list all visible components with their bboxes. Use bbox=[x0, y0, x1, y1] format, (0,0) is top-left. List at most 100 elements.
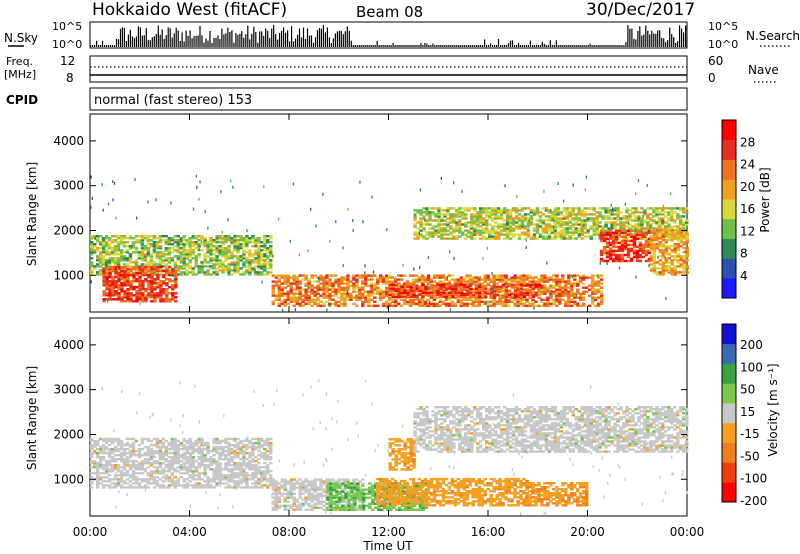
data-cell bbox=[140, 239, 145, 242]
data-cell bbox=[96, 476, 100, 479]
data-cell bbox=[567, 298, 571, 301]
data-cell bbox=[463, 287, 467, 290]
data-cell bbox=[176, 235, 180, 238]
data-cell bbox=[391, 287, 395, 290]
data-cell bbox=[161, 235, 165, 238]
data-cell bbox=[452, 219, 456, 222]
data-cell bbox=[245, 271, 249, 274]
data-cell bbox=[661, 207, 665, 210]
data-cell bbox=[99, 472, 103, 475]
data-cell bbox=[676, 245, 680, 248]
data-cell bbox=[113, 447, 118, 451]
data-cell bbox=[292, 294, 296, 297]
data-cell bbox=[414, 274, 419, 277]
data-cell bbox=[461, 217, 465, 220]
data-cell bbox=[433, 289, 437, 292]
velocity-cells bbox=[90, 379, 689, 516]
data-cell bbox=[473, 207, 477, 210]
data-cell bbox=[485, 225, 489, 228]
data-cell bbox=[613, 221, 617, 224]
data-cell bbox=[90, 263, 94, 266]
data-cell bbox=[470, 231, 474, 234]
data-cell bbox=[137, 456, 142, 459]
data-cell bbox=[622, 227, 626, 230]
data-cell bbox=[622, 215, 626, 218]
data-cell bbox=[158, 451, 163, 455]
data-cell bbox=[334, 304, 338, 307]
data-cell bbox=[685, 265, 689, 268]
data-cell bbox=[164, 458, 168, 461]
nsky-bar bbox=[100, 45, 102, 47]
data-cell bbox=[535, 219, 540, 222]
data-cell bbox=[540, 280, 544, 283]
data-cell bbox=[640, 217, 644, 220]
data-cell bbox=[129, 300, 133, 303]
data-cell bbox=[649, 259, 654, 262]
data-cell bbox=[646, 227, 650, 230]
data-cell bbox=[446, 221, 450, 224]
data-cell bbox=[120, 286, 124, 289]
data-cell bbox=[652, 221, 656, 224]
data-cell bbox=[597, 282, 601, 285]
data-cell bbox=[528, 274, 532, 277]
data-cell bbox=[476, 223, 480, 226]
data-cell bbox=[236, 243, 240, 246]
data-cell bbox=[592, 223, 596, 226]
data-cell bbox=[114, 275, 118, 279]
data-cell bbox=[242, 255, 246, 258]
data-cell bbox=[658, 263, 662, 266]
data-cell bbox=[215, 271, 219, 274]
nsky-bar bbox=[354, 45, 356, 47]
data-cell bbox=[152, 247, 157, 250]
data-cell bbox=[158, 235, 163, 238]
data-cell bbox=[266, 273, 270, 276]
data-cell bbox=[483, 274, 487, 277]
data-cell bbox=[682, 247, 686, 250]
data-cell bbox=[631, 219, 635, 222]
data-cell bbox=[143, 478, 148, 481]
data-cell bbox=[286, 292, 290, 295]
data-cell bbox=[409, 291, 413, 294]
data-cell bbox=[676, 213, 680, 216]
data-cell bbox=[224, 269, 228, 272]
nsky-bar bbox=[683, 32, 685, 47]
data-cell bbox=[408, 302, 413, 305]
data-cell bbox=[149, 443, 154, 447]
data-cell bbox=[631, 227, 635, 230]
data-cell bbox=[454, 289, 458, 292]
data-cell bbox=[125, 245, 130, 248]
data-cell bbox=[655, 245, 660, 248]
data-cell bbox=[498, 302, 502, 305]
nsky-bar bbox=[499, 45, 502, 47]
data-cell bbox=[498, 298, 502, 301]
nsky-bar bbox=[255, 32, 257, 47]
data-cell bbox=[620, 239, 625, 243]
data-cell bbox=[549, 302, 553, 305]
data-cell bbox=[409, 283, 413, 286]
data-cell bbox=[119, 456, 124, 459]
data-cell bbox=[337, 282, 341, 285]
data-cell bbox=[101, 437, 106, 441]
data-cell bbox=[417, 300, 422, 303]
data-cell bbox=[664, 211, 668, 214]
data-cell bbox=[134, 460, 139, 463]
data-cell bbox=[152, 476, 157, 479]
data-cell bbox=[301, 278, 305, 281]
data-cell bbox=[167, 486, 171, 489]
scatter-cell bbox=[419, 265, 421, 269]
data-cell bbox=[454, 285, 458, 288]
data-cell bbox=[445, 291, 449, 294]
data-cell bbox=[245, 237, 249, 240]
data-cell bbox=[140, 247, 145, 250]
data-cell bbox=[513, 276, 517, 279]
nsky-bar bbox=[269, 37, 271, 47]
nsky-bar bbox=[444, 45, 446, 47]
data-cell bbox=[269, 245, 273, 248]
data-cell bbox=[571, 211, 575, 214]
nsky-bar bbox=[448, 45, 450, 47]
data-cell bbox=[113, 247, 118, 250]
data-cell bbox=[434, 225, 438, 228]
data-cell bbox=[257, 249, 261, 252]
data-cell bbox=[541, 221, 546, 224]
data-cell bbox=[179, 243, 183, 246]
